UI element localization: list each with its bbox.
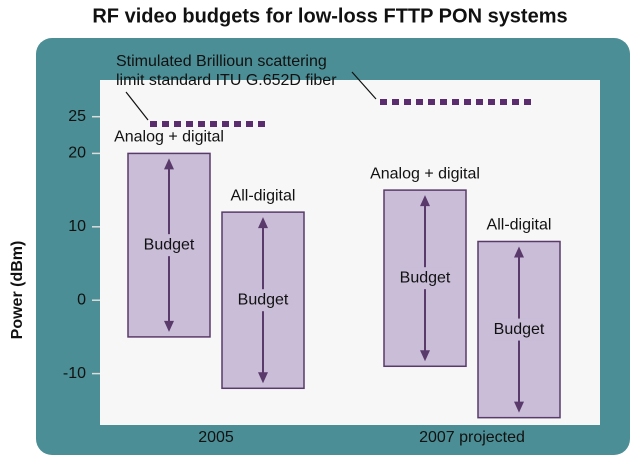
x-tick-label: 2007 projected (419, 429, 525, 446)
limit-pointer (125, 91, 149, 121)
limit-pointer (351, 71, 377, 100)
arrow-head (514, 246, 524, 258)
y-tick-label: 10 (68, 218, 86, 235)
label-bg (143, 234, 195, 257)
arrow-head (420, 195, 430, 207)
bar-text: Budget (238, 291, 289, 308)
y-tick-label: 25 (68, 108, 86, 125)
bar-text: Budget (400, 269, 451, 286)
bar-label: All-digital (487, 217, 552, 234)
y-tick-label: 20 (68, 145, 86, 162)
bar-label: Analog + digital (370, 165, 480, 182)
y-axis-label: Power (dBm) (9, 241, 26, 340)
bar-label: Analog + digital (114, 129, 224, 146)
label-bg (493, 318, 545, 341)
bar-text: Budget (494, 321, 545, 338)
arrow-head (164, 158, 174, 170)
limit-label: Stimulated Brillioun scattering (116, 53, 327, 70)
bar-text: Budget (144, 236, 195, 253)
label-bg (237, 289, 289, 312)
arrow-head (164, 320, 174, 332)
label-bg (399, 267, 451, 290)
y-tick-label: 0 (77, 291, 86, 308)
y-tick-label: -10 (63, 365, 86, 382)
bar-label: All-digital (231, 187, 296, 204)
arrow-head (514, 401, 524, 413)
arrow-head (258, 372, 268, 384)
arrow-head (420, 350, 430, 362)
arrow-head (258, 217, 268, 229)
chart-title: RF video budgets for low-loss FTTP PON s… (92, 5, 567, 27)
x-tick-label: 2005 (198, 429, 234, 446)
limit-label: limit standard ITU G.652D fiber (116, 72, 337, 89)
